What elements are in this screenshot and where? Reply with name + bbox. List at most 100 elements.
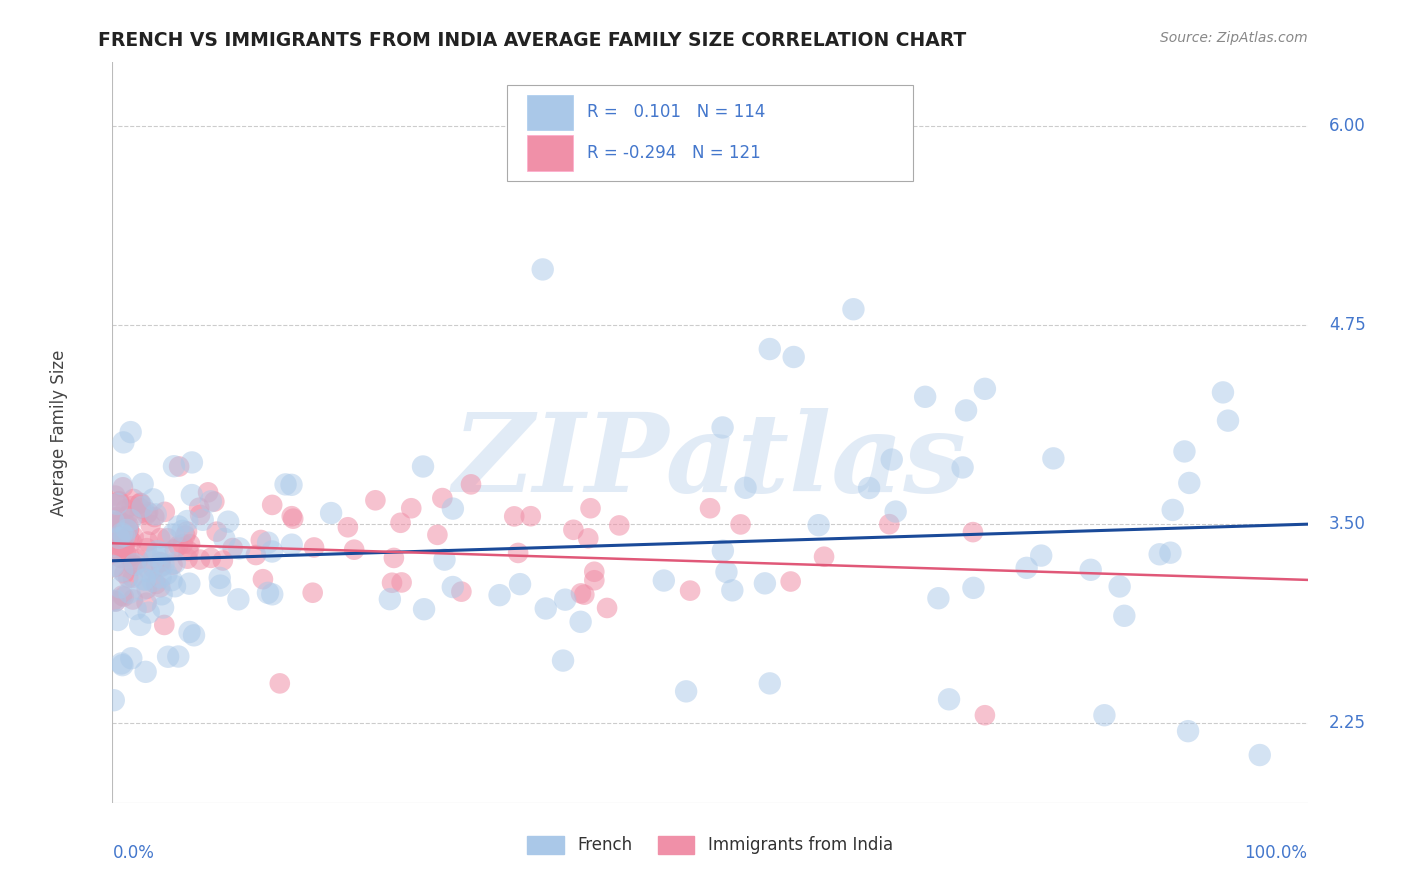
Point	[675, 143, 697, 157]
Point	[111, 589, 134, 603]
Point	[301, 585, 323, 599]
Point	[136, 505, 159, 519]
Point	[131, 476, 153, 491]
Point	[176, 514, 198, 528]
Point	[111, 564, 134, 578]
Point	[952, 460, 974, 475]
Point	[111, 480, 134, 494]
Text: R = -0.294   N = 121: R = -0.294 N = 121	[586, 145, 761, 162]
Point	[110, 516, 132, 530]
Point	[135, 596, 157, 610]
Point	[111, 658, 134, 673]
Point	[432, 491, 454, 505]
Point	[174, 528, 197, 542]
Point	[107, 494, 129, 508]
Point	[401, 501, 423, 516]
Point	[107, 538, 129, 552]
Point	[1178, 475, 1201, 490]
Point	[607, 518, 630, 533]
Point	[759, 342, 782, 356]
Point	[112, 541, 135, 555]
Point	[129, 496, 152, 510]
Point	[381, 575, 404, 590]
Point	[884, 505, 907, 519]
Point	[252, 572, 274, 586]
Point	[152, 558, 174, 572]
Point	[118, 530, 141, 544]
Point	[120, 513, 142, 527]
Point	[208, 571, 231, 585]
Point	[167, 459, 190, 474]
Point	[1108, 579, 1130, 593]
Point	[105, 534, 128, 549]
Point	[112, 435, 135, 450]
Point	[122, 491, 145, 506]
Point	[160, 573, 183, 587]
Point	[974, 382, 997, 396]
Text: 2.25: 2.25	[1329, 714, 1367, 732]
Point	[200, 550, 222, 565]
Point	[129, 496, 152, 510]
Point	[1114, 608, 1136, 623]
Point	[562, 523, 585, 537]
Point	[135, 582, 157, 596]
Text: FRENCH VS IMMIGRANTS FROM INDIA AVERAGE FAMILY SIZE CORRELATION CHART: FRENCH VS IMMIGRANTS FROM INDIA AVERAGE …	[98, 31, 967, 50]
Text: Source: ZipAtlas.com: Source: ZipAtlas.com	[1160, 31, 1308, 45]
Point	[167, 649, 190, 664]
Point	[177, 544, 200, 558]
Point	[426, 528, 449, 542]
Point	[121, 558, 143, 572]
Point	[150, 587, 173, 601]
Point	[124, 602, 146, 616]
Point	[281, 509, 304, 524]
Point	[188, 552, 211, 566]
Point	[754, 576, 776, 591]
Point	[134, 573, 156, 587]
Point	[103, 693, 125, 707]
Point	[217, 515, 239, 529]
FancyBboxPatch shape	[527, 95, 572, 130]
Point	[202, 494, 225, 508]
Point	[122, 592, 145, 607]
Point	[124, 558, 146, 573]
Point	[117, 518, 139, 533]
Point	[136, 534, 159, 549]
Point	[152, 600, 174, 615]
Point	[118, 549, 141, 564]
Point	[319, 506, 342, 520]
Point	[280, 478, 302, 492]
Point	[152, 546, 174, 560]
Point	[579, 501, 602, 516]
Point	[759, 676, 782, 690]
Point	[163, 459, 186, 474]
Point	[200, 494, 222, 508]
Point	[121, 571, 143, 585]
Point	[129, 618, 152, 632]
Point	[117, 523, 139, 537]
Point	[283, 511, 305, 525]
Point	[1015, 561, 1038, 575]
Point	[162, 527, 184, 541]
Point	[163, 579, 186, 593]
Point	[509, 577, 531, 591]
Point	[779, 574, 801, 589]
Point	[111, 530, 134, 544]
Point	[153, 505, 176, 519]
Point	[699, 501, 721, 516]
Point	[176, 524, 198, 539]
Point	[103, 515, 125, 529]
Point	[115, 523, 138, 537]
Point	[142, 554, 165, 568]
Point	[104, 594, 127, 608]
Point	[389, 516, 412, 530]
Text: 3.50: 3.50	[1329, 516, 1367, 533]
Point	[534, 601, 557, 615]
Point	[120, 425, 142, 439]
Point	[118, 523, 141, 537]
Point	[938, 692, 960, 706]
Point	[596, 601, 619, 615]
Point	[1094, 708, 1116, 723]
Point	[1177, 724, 1199, 739]
Point	[783, 350, 806, 364]
Point	[441, 501, 464, 516]
